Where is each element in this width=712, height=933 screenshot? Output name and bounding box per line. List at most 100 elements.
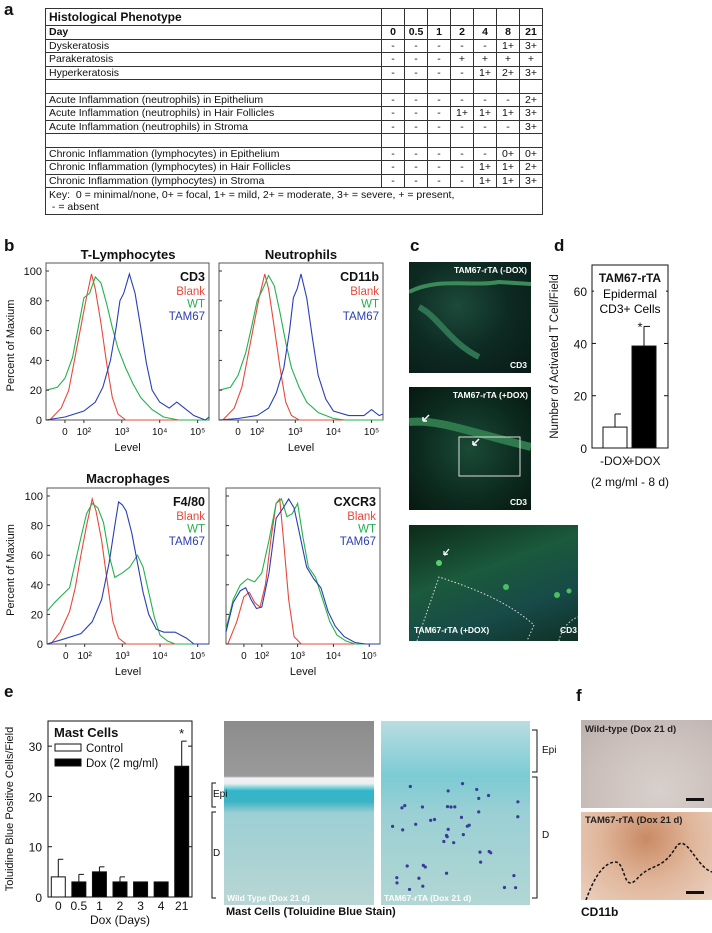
x-axis-label: Level bbox=[114, 442, 140, 454]
image-label: TAM67-rTA (+DOX) bbox=[414, 625, 490, 635]
histogram-line-blank bbox=[222, 273, 383, 421]
cd11b-caption: CD11b bbox=[581, 905, 619, 919]
y-tick-label: 20 bbox=[574, 390, 588, 404]
table-title-row: Histological Phenotype bbox=[45, 8, 543, 26]
panel-label-c: c bbox=[410, 236, 420, 255]
legend-wt: WT bbox=[187, 524, 205, 536]
mast-cells bbox=[390, 782, 520, 892]
mast-cell bbox=[446, 827, 450, 831]
table-day-row: Day 0 0.5 1 2 4 8 21 bbox=[45, 25, 543, 40]
histogram-line-tam67 bbox=[45, 272, 210, 421]
table-key: Key: 0 = minimal/none, 0+ = focal, 1+ = … bbox=[45, 187, 543, 215]
y-axis-label: Toluidine Blue Positive Cells/Field bbox=[4, 727, 16, 891]
x-tick-label: 10² bbox=[77, 427, 92, 438]
x-tick-label: 10⁴ bbox=[326, 651, 341, 662]
x-tick-label: 10³ bbox=[115, 651, 130, 662]
y-tick-label: 40 bbox=[30, 355, 42, 367]
mast-cell bbox=[445, 804, 450, 809]
x-tick-label: 10³ bbox=[290, 651, 305, 662]
histology-table: Histological Phenotype Day 0 0.5 1 2 4 8 21 Dyske… bbox=[45, 8, 543, 215]
legend-swatch-1 bbox=[54, 758, 82, 767]
dose-note: (2 mg/ml - 8 d) bbox=[591, 475, 669, 489]
mast-cell bbox=[421, 884, 425, 888]
x-tick-label: 10² bbox=[255, 651, 270, 662]
histogram-line-tam67 bbox=[225, 497, 380, 645]
x-tick-label: 3 bbox=[137, 899, 144, 913]
mast-cell bbox=[502, 885, 507, 890]
mast-cell bbox=[414, 822, 418, 826]
mast-cell bbox=[444, 871, 449, 875]
mast-cell bbox=[401, 828, 405, 832]
cd11b-image-wild-type: Wild-type (Dox 21 d) bbox=[581, 720, 712, 808]
plot-title: T-Lymphocytes bbox=[81, 247, 176, 262]
y-tick-label: 80 bbox=[30, 296, 42, 308]
y-tick-label: 30 bbox=[29, 740, 43, 754]
tissue-outline bbox=[409, 279, 531, 360]
legend-wt: WT bbox=[361, 299, 379, 311]
epi-label-left: Epi bbox=[213, 789, 228, 800]
bar--DOX bbox=[602, 426, 628, 449]
y-tick-label: 0 bbox=[36, 415, 42, 427]
mast-cell bbox=[446, 789, 450, 793]
mast-cell bbox=[512, 874, 516, 878]
legend-tam67: TAM67 bbox=[169, 311, 205, 323]
layer-brackets bbox=[211, 729, 538, 899]
y-tick-label: 100 bbox=[25, 491, 43, 503]
y-tick-label: 40 bbox=[31, 580, 43, 592]
histogram-line-tam67 bbox=[218, 273, 384, 421]
mast-cell bbox=[395, 881, 399, 885]
x-tick-label: 0 bbox=[62, 427, 68, 438]
plot-title: Neutrophils bbox=[265, 247, 337, 262]
mast-cell bbox=[461, 832, 465, 837]
table-row: Dyskeratosis - - - - -1+ 3+ bbox=[45, 38, 543, 53]
mast-cell bbox=[477, 810, 481, 814]
x-tick-label: 0.5 bbox=[71, 899, 88, 913]
bar-+DOX bbox=[631, 345, 657, 449]
y-tick-label: 20 bbox=[31, 609, 43, 621]
bar-day-0 bbox=[50, 876, 66, 898]
significance-star: * bbox=[179, 726, 184, 741]
x-tick-label: 2 bbox=[117, 899, 124, 913]
x-tick-label: 0 bbox=[235, 427, 241, 438]
x-tick-label: -DOX bbox=[600, 454, 630, 468]
x-tick-label: 10² bbox=[77, 651, 92, 662]
mast-cells-caption: Mast Cells (Toluidine Blue Stain) bbox=[226, 906, 396, 918]
y-tick-label: 60 bbox=[31, 550, 43, 562]
mast-cell bbox=[403, 804, 407, 808]
legend-blank: Blank bbox=[347, 511, 376, 523]
mast-cell bbox=[452, 841, 456, 845]
panel-label-f: f bbox=[576, 686, 582, 705]
legend-blank: Blank bbox=[176, 511, 205, 523]
bar-day-1 bbox=[91, 871, 107, 898]
y-axis-label: Percent of Maxium bbox=[5, 524, 17, 616]
mast-cell bbox=[467, 823, 471, 827]
legend-title: Mast Cells bbox=[54, 725, 118, 740]
y-tick-label: 0 bbox=[35, 891, 42, 905]
marker-label: CXCR3 bbox=[334, 495, 376, 509]
day-cell: 21 bbox=[519, 25, 543, 40]
legend-wt: WT bbox=[358, 524, 376, 536]
marker-label: CD3 bbox=[509, 497, 527, 507]
panel-label-d: d bbox=[554, 236, 565, 255]
mast-cell bbox=[449, 805, 453, 809]
mast-cell bbox=[400, 806, 404, 810]
bar-day-3 bbox=[133, 881, 149, 898]
bar-day-4 bbox=[153, 881, 169, 898]
scale-bar bbox=[686, 891, 704, 894]
mast-cell bbox=[429, 818, 433, 822]
histogram-line-tam67 bbox=[46, 500, 209, 645]
mast-cell bbox=[432, 817, 437, 822]
table-row: Hyperkeratosis - - - -1+ 2+ 3+ bbox=[45, 65, 543, 80]
mast-cell bbox=[487, 849, 491, 854]
x-tick-label: 10⁵ bbox=[364, 427, 379, 438]
mast-cell bbox=[475, 787, 479, 792]
panel-label-e: e bbox=[4, 682, 14, 701]
mast-cell bbox=[417, 876, 421, 880]
y-tick-label: 0 bbox=[37, 639, 43, 651]
x-tick-label: 0 bbox=[55, 899, 62, 913]
y-tick-label: 10 bbox=[29, 841, 43, 855]
tissue-outline bbox=[416, 548, 578, 641]
histogram-line-wt bbox=[46, 502, 209, 645]
x-tick-label: 10³ bbox=[288, 427, 303, 438]
